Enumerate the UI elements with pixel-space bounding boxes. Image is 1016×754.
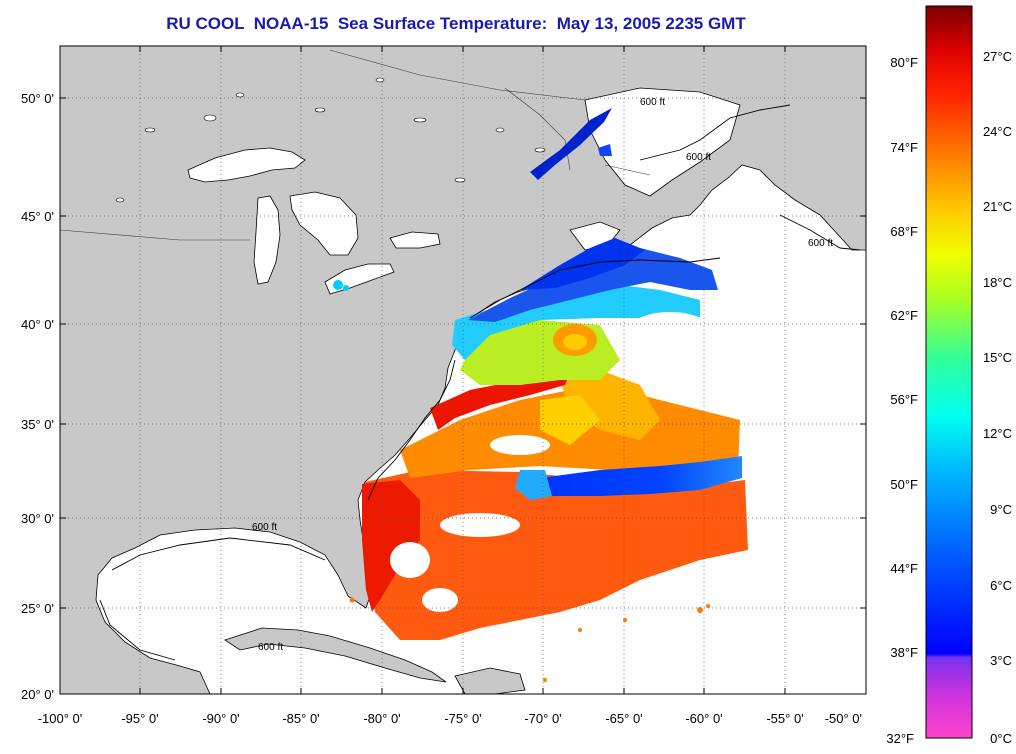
lon-label-100: -100° 0' xyxy=(38,711,83,726)
lon-label-80: -80° 0' xyxy=(363,711,400,726)
f-label-56: 56°F xyxy=(890,392,918,407)
contour-label-caribbean: 600 ft xyxy=(258,642,283,653)
c-label-9: 9°C xyxy=(990,502,1012,517)
lon-label-95: -95° 0' xyxy=(121,711,158,726)
celsius-scale: 27°C 24°C 21°C 18°C 15°C 12°C 9°C 6°C 3°… xyxy=(983,49,1012,746)
f-label-74: 74°F xyxy=(890,140,918,155)
lat-label-20: 20° 0' xyxy=(21,687,54,702)
fahrenheit-scale: 80°F 74°F 68°F 62°F 56°F 50°F 44°F 38°F … xyxy=(886,55,918,746)
contour-label-east: 600 ft xyxy=(808,238,833,249)
f-label-38: 38°F xyxy=(890,645,918,660)
lon-label-85: -85° 0' xyxy=(282,711,319,726)
hispaniola xyxy=(454,667,526,694)
lat-label-45: 45° 0' xyxy=(21,209,54,224)
latitude-labels: 50° 0' 45° 0' 40° 0' 35° 0' 30° 0' 25° 0… xyxy=(21,91,54,702)
c-label-15: 15°C xyxy=(983,350,1012,365)
map-title: RU COOL NOAA-15 Sea Surface Temperature:… xyxy=(166,14,746,33)
lake-michigan xyxy=(253,195,281,285)
lon-label-90: -90° 0' xyxy=(202,711,239,726)
grid-lines xyxy=(60,46,866,694)
lon-label-75: -75° 0' xyxy=(444,711,481,726)
f-label-32: 32°F xyxy=(886,731,914,746)
f-label-80: 80°F xyxy=(890,55,918,70)
contour-label-stlawrence: 600 ft xyxy=(686,152,711,163)
colorbar: 80°F 74°F 68°F 62°F 56°F 50°F 44°F 38°F … xyxy=(886,5,1012,746)
map-panel: 600 ft 600 ft 600 ft 600 ft 600 ft xyxy=(21,45,867,726)
c-label-24: 24°C xyxy=(983,124,1012,139)
c-label-6: 6°C xyxy=(990,578,1012,593)
axis-ticks xyxy=(60,46,866,694)
lake-superior xyxy=(187,147,306,183)
f-label-50: 50°F xyxy=(890,477,918,492)
lon-label-55: -55° 0' xyxy=(766,711,803,726)
longitude-labels: -100° 0' -95° 0' -90° 0' -85° 0' -80° 0'… xyxy=(38,711,862,726)
c-label-18: 18°C xyxy=(983,275,1012,290)
lon-label-60: -60° 0' xyxy=(685,711,722,726)
f-label-62: 62°F xyxy=(890,308,918,323)
lon-label-50: -50° 0' xyxy=(825,711,862,726)
lon-label-70: -70° 0' xyxy=(524,711,561,726)
c-label-0: 0°C xyxy=(990,731,1012,746)
c-label-12: 12°C xyxy=(983,426,1012,441)
f-label-68: 68°F xyxy=(890,224,918,239)
lake-ontario xyxy=(389,231,441,249)
c-label-3: 3°C xyxy=(990,653,1012,668)
contour-labels: 600 ft 600 ft 600 ft 600 ft 600 ft xyxy=(252,97,833,653)
contour-label-north: 600 ft xyxy=(640,97,665,108)
lat-label-50: 50° 0' xyxy=(21,91,54,106)
colorbar-gradient xyxy=(925,5,973,739)
lat-label-30: 30° 0' xyxy=(21,511,54,526)
c-label-21: 21°C xyxy=(983,199,1012,214)
lake-huron xyxy=(289,191,359,256)
c-label-27: 27°C xyxy=(983,49,1012,64)
depth-contours xyxy=(99,104,861,661)
lat-label-40: 40° 0' xyxy=(21,317,54,332)
sst-data xyxy=(333,108,748,682)
lon-label-65: -65° 0' xyxy=(605,711,642,726)
f-label-44: 44°F xyxy=(890,561,918,576)
cuba xyxy=(224,627,447,683)
contour-label-gulf: 600 ft xyxy=(252,522,277,533)
lat-label-35: 35° 0' xyxy=(21,417,54,432)
lat-label-25: 25° 0' xyxy=(21,601,54,616)
